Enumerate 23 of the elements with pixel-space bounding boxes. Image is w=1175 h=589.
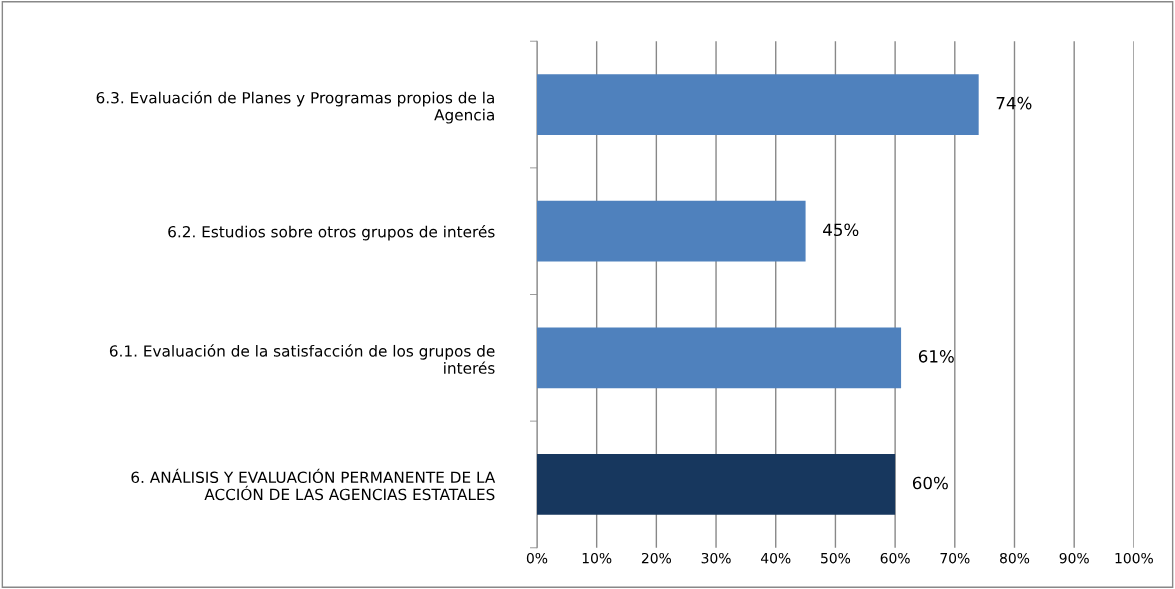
y-tick-label: 6.1. Evaluación de la satisfacción de los grupos de interés [109, 344, 495, 374]
x-tick-label: 0% [526, 552, 548, 564]
x-tick-label: 80% [1000, 552, 1030, 564]
x-tick-label: 100% [1115, 552, 1153, 564]
y-tick-label: 6.3. Evaluación de Planes y Programas propios de la Agencia [96, 91, 494, 124]
y-tick-label: 6. ANÁLISIS Y EVALUACIÓN PERMANENTE DE LA ACCIÓN DE LAS AGENCIAS ESTATALES [131, 468, 496, 501]
bar [536, 327, 902, 389]
x-tick-label: 70% [940, 552, 970, 564]
x-tick-label: 30% [701, 552, 731, 564]
x-tick-label: 60% [880, 552, 910, 564]
data-label: 61% [918, 350, 954, 363]
bar [536, 454, 896, 515]
data-label: 60% [912, 476, 948, 490]
bar [536, 74, 979, 135]
x-tick-label: 40% [760, 552, 791, 564]
x-tick-label: 20% [641, 552, 672, 564]
x-tick-label: 10% [582, 552, 612, 564]
x-tick-label: 90% [1059, 552, 1089, 564]
data-label: 45% [823, 223, 859, 237]
bar [536, 200, 806, 262]
data-label: 74% [996, 96, 1032, 110]
y-tick-label: 6.2. Estudios sobre otros grupos de interés [168, 225, 495, 241]
x-tick-label: 50% [821, 552, 851, 564]
